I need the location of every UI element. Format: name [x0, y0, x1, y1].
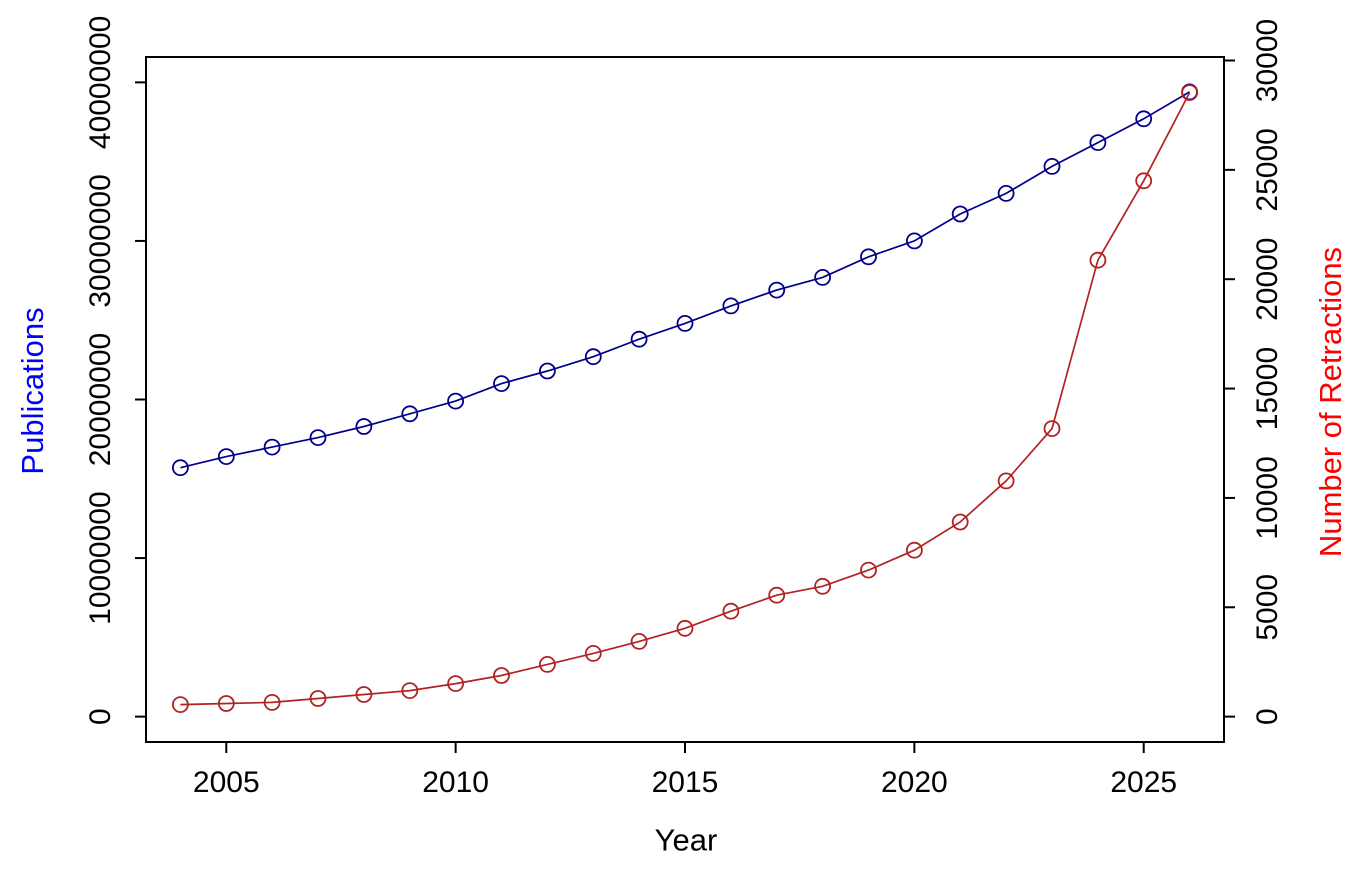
x-tick-label: 2005: [193, 766, 260, 799]
right-y-tick-label: 15000: [1251, 347, 1284, 430]
number-of-retractions-data-point-marker: [447, 675, 465, 692]
right-y-tick-label: 25000: [1251, 128, 1284, 211]
number-of-retractions-data-point-marker: [1135, 172, 1153, 190]
number-of-retractions-data-point-marker: [630, 633, 648, 650]
x-tick-label: 2020: [881, 766, 948, 799]
left-y-tick-label: 30000000: [84, 174, 117, 307]
number-of-retractions-data-point-marker: [217, 695, 235, 712]
number-of-retractions-line: [180, 92, 1191, 706]
right-y-tick-label: 10000: [1251, 456, 1284, 539]
publications-data-point-marker: [768, 281, 786, 299]
number-of-retractions-data-point-marker: [906, 541, 923, 559]
number-of-retractions-data-point-marker: [814, 577, 831, 595]
publications-data-point-marker: [171, 459, 189, 477]
publications-data-point-marker: [1135, 110, 1153, 128]
number-of-retractions-data-point-marker: [1089, 251, 1107, 269]
publications-data-point-marker: [814, 268, 831, 286]
number-of-retractions-data-point-marker: [860, 561, 877, 579]
publications-data-point-marker: [860, 248, 877, 266]
publications-data-point-marker: [997, 184, 1015, 202]
publications-data-point-marker: [906, 232, 923, 250]
number-of-retractions-data-point-marker: [309, 690, 327, 707]
number-of-retractions-data-point-marker: [722, 602, 740, 620]
publications-data-point-marker: [493, 375, 510, 393]
number-of-retractions-data-point-marker: [768, 586, 786, 604]
publications-line: [180, 91, 1191, 469]
x-tick-label: 2010: [422, 766, 489, 799]
number-of-retractions-data-point-marker: [171, 696, 189, 713]
publications-data-point-marker: [355, 418, 373, 435]
publications-data-point-marker: [1043, 157, 1061, 175]
publications-data-point-marker: [1089, 134, 1107, 152]
publications-data-point-marker: [401, 405, 419, 423]
left-y-tick-label: 40000000: [84, 16, 117, 149]
x-tick-label: 2015: [652, 766, 719, 799]
number-of-retractions-data-point-marker: [539, 656, 556, 673]
publications-data-point-marker: [722, 297, 740, 315]
left-y-tick-label: 0: [84, 708, 117, 725]
x-axis-title: Year: [654, 822, 718, 858]
left-y-tick-label: 20000000: [84, 333, 117, 466]
right-axis-title: Number of Retractions: [1313, 246, 1348, 558]
left-y-tick-label: 10000000: [84, 491, 117, 624]
right-y-tick-label: 20000: [1251, 237, 1284, 320]
right-y-tick-label: 30000: [1251, 19, 1284, 102]
publications-data-point-marker: [630, 330, 648, 348]
number-of-retractions-data-point-marker: [1043, 420, 1061, 438]
right-y-tick-label: 0: [1251, 708, 1284, 725]
number-of-retractions-data-point-marker: [263, 694, 281, 711]
publications-data-point-marker: [309, 429, 327, 447]
publications-data-point-marker: [951, 205, 969, 223]
right-y-tick-label: 5000: [1251, 574, 1284, 641]
number-of-retractions-data-point-marker: [355, 686, 373, 703]
publications-data-point-marker: [263, 438, 281, 456]
plot-box: [145, 56, 1225, 743]
number-of-retractions-data-point-marker: [951, 513, 969, 531]
publications-data-point-marker: [584, 348, 602, 366]
number-of-retractions-data-point-marker: [493, 667, 510, 684]
publications-data-point-marker: [447, 392, 465, 410]
publications-data-point-marker: [217, 448, 235, 466]
publications-data-point-marker: [539, 362, 556, 380]
number-of-retractions-data-point-marker: [584, 645, 602, 662]
number-of-retractions-data-point-marker: [1181, 84, 1198, 101]
x-tick-label: 2025: [1110, 766, 1177, 799]
left-axis-title: Publications: [15, 307, 50, 475]
publications-data-point-marker: [676, 314, 694, 332]
number-of-retractions-data-point-marker: [997, 472, 1015, 490]
number-of-retractions-data-point-marker: [676, 619, 694, 637]
number-of-retractions-data-point-marker: [401, 682, 419, 699]
